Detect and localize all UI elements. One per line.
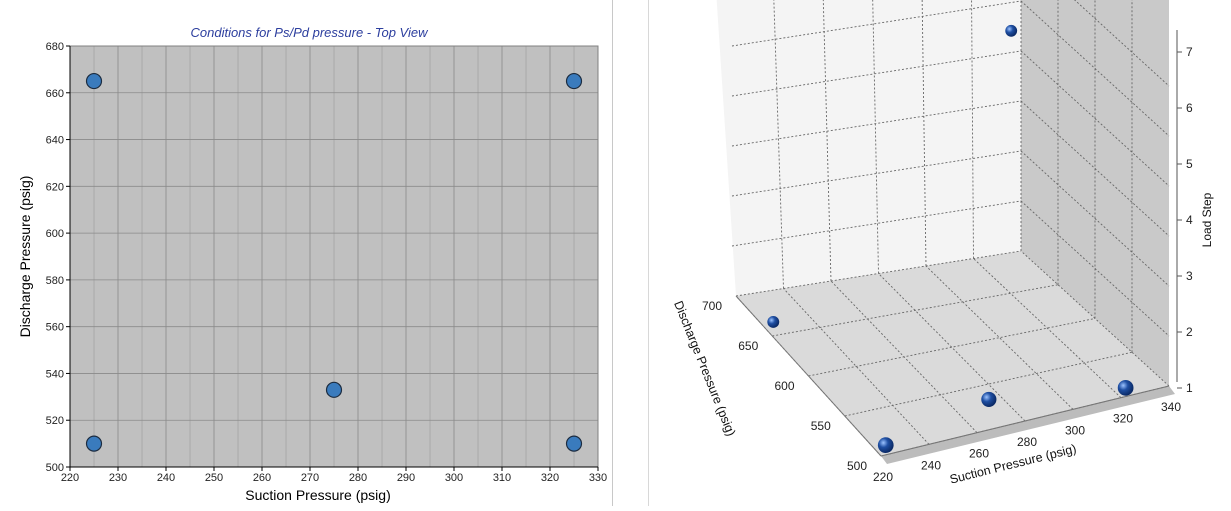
data-point — [325, 381, 343, 398]
x-tick-label: 280 — [1017, 435, 1037, 449]
back-wall-gridline — [731, 200, 1022, 247]
data-point — [877, 437, 894, 454]
z-tick-label: 5 — [1186, 157, 1193, 171]
top-view-chart-panel: 220 230 240 250 260 270 280 290 300 310 320 330 500 5… — [0, 0, 613, 506]
x-tick-label: 230 — [109, 472, 127, 484]
z-tick-label: 2 — [1186, 325, 1193, 339]
3d-scatter-chart: 220 240 260 280 300 320 340 500 550 600 650 700 1 2 3 4… — [671, 0, 1214, 487]
x-tick-label: 260 — [253, 472, 271, 484]
data-point — [1005, 24, 1018, 37]
x-tick-label: 220 — [61, 472, 79, 484]
y-tick-label: 580 — [46, 275, 64, 287]
x-tick-label: 310 — [493, 472, 511, 484]
back-wall-gridline — [731, 0, 1022, 47]
top-view-scatter-chart: 220 230 240 250 260 270 280 290 300 310 320 330 500 5… — [17, 25, 607, 503]
x-tick-label: 330 — [589, 472, 607, 484]
back-wall-gridline — [731, 50, 1022, 97]
y-axis-line — [735, 295, 882, 457]
z-tick-label: 6 — [1186, 101, 1193, 115]
floor-gridline-y — [844, 351, 1133, 417]
data-point — [767, 316, 780, 328]
data-point — [981, 391, 997, 407]
z-axis-label: Load Step — [1200, 192, 1214, 247]
floor-gridline-x — [878, 273, 1026, 422]
x-tick-label: 240 — [157, 472, 175, 484]
floor-gridline-y — [808, 318, 1096, 377]
x-tick-label: 240 — [921, 458, 941, 472]
x-tick-label: 260 — [969, 447, 989, 461]
y-tick-label: 640 — [46, 135, 64, 147]
back-wall-gridline — [822, 0, 832, 282]
floor-gridline-y — [735, 250, 1022, 297]
data-point — [85, 72, 103, 90]
y-tick-label: 620 — [46, 181, 64, 193]
floor-edge — [881, 386, 1175, 464]
back-wall-gridline — [731, 150, 1022, 197]
chart-title: Conditions for Ps/Pd pressure - Top View — [190, 25, 429, 40]
z-tick-label: 3 — [1186, 269, 1193, 283]
x-tick-label: 320 — [1113, 412, 1133, 426]
x-tick-label: 340 — [1161, 400, 1181, 414]
x-axis-label: Suction Pressure (psig) — [245, 487, 391, 503]
y-tick-label: 700 — [702, 299, 722, 313]
floor-plane — [736, 251, 1169, 456]
y-tick-label: 500 — [847, 459, 867, 473]
back-wall-gridline — [773, 0, 784, 289]
y-tick-label: 680 — [46, 41, 64, 53]
floor-gridline-x — [783, 288, 930, 445]
x-tick-label: 300 — [445, 472, 463, 484]
floor-gridline-y — [772, 284, 1059, 337]
y-tick-label: 520 — [46, 415, 64, 427]
x-tick-label: 220 — [873, 470, 893, 484]
3d-chart-panel: 220 240 260 280 300 320 340 500 550 600 650 700 1 2 3 4… — [648, 0, 1231, 506]
x-axis-label: Suction Pressure (psig) — [948, 442, 1077, 487]
y-tick-label: 600 — [46, 228, 64, 240]
z-tick-label: 1 — [1186, 381, 1193, 395]
data-point — [565, 72, 583, 90]
y-tick-label: 600 — [774, 379, 794, 393]
floor-gridline-x — [973, 258, 1122, 398]
x-tick-label: 270 — [301, 472, 319, 484]
y-tick-label: 650 — [738, 339, 758, 353]
back-wall-gridline — [731, 100, 1022, 147]
data-point — [85, 435, 103, 452]
y-axis-label: Discharge Pressure (psig) — [17, 176, 33, 338]
y-axis-label: Discharge Pressure (psig) — [671, 299, 738, 438]
x-tick-label: 300 — [1065, 423, 1085, 437]
back-wall — [716, 0, 1021, 296]
y-tick-label: 660 — [46, 88, 64, 100]
z-tick-label: 7 — [1186, 45, 1193, 59]
y-tick-label: 550 — [811, 419, 831, 433]
x-axis-line — [880, 385, 1170, 457]
x-tick-label: 320 — [541, 472, 559, 484]
x-tick-label: 290 — [397, 472, 415, 484]
data-point — [1117, 379, 1134, 396]
back-wall-gridline — [971, 0, 974, 259]
back-wall-gridline — [872, 0, 879, 274]
y-tick-label: 500 — [46, 462, 64, 474]
z-tick-label: 4 — [1186, 213, 1193, 227]
x-tick-label: 280 — [349, 472, 367, 484]
data-point — [565, 435, 583, 452]
x-tick-label: 250 — [205, 472, 223, 484]
y-tick-label: 560 — [46, 322, 64, 334]
y-tick-label: 540 — [46, 368, 64, 380]
